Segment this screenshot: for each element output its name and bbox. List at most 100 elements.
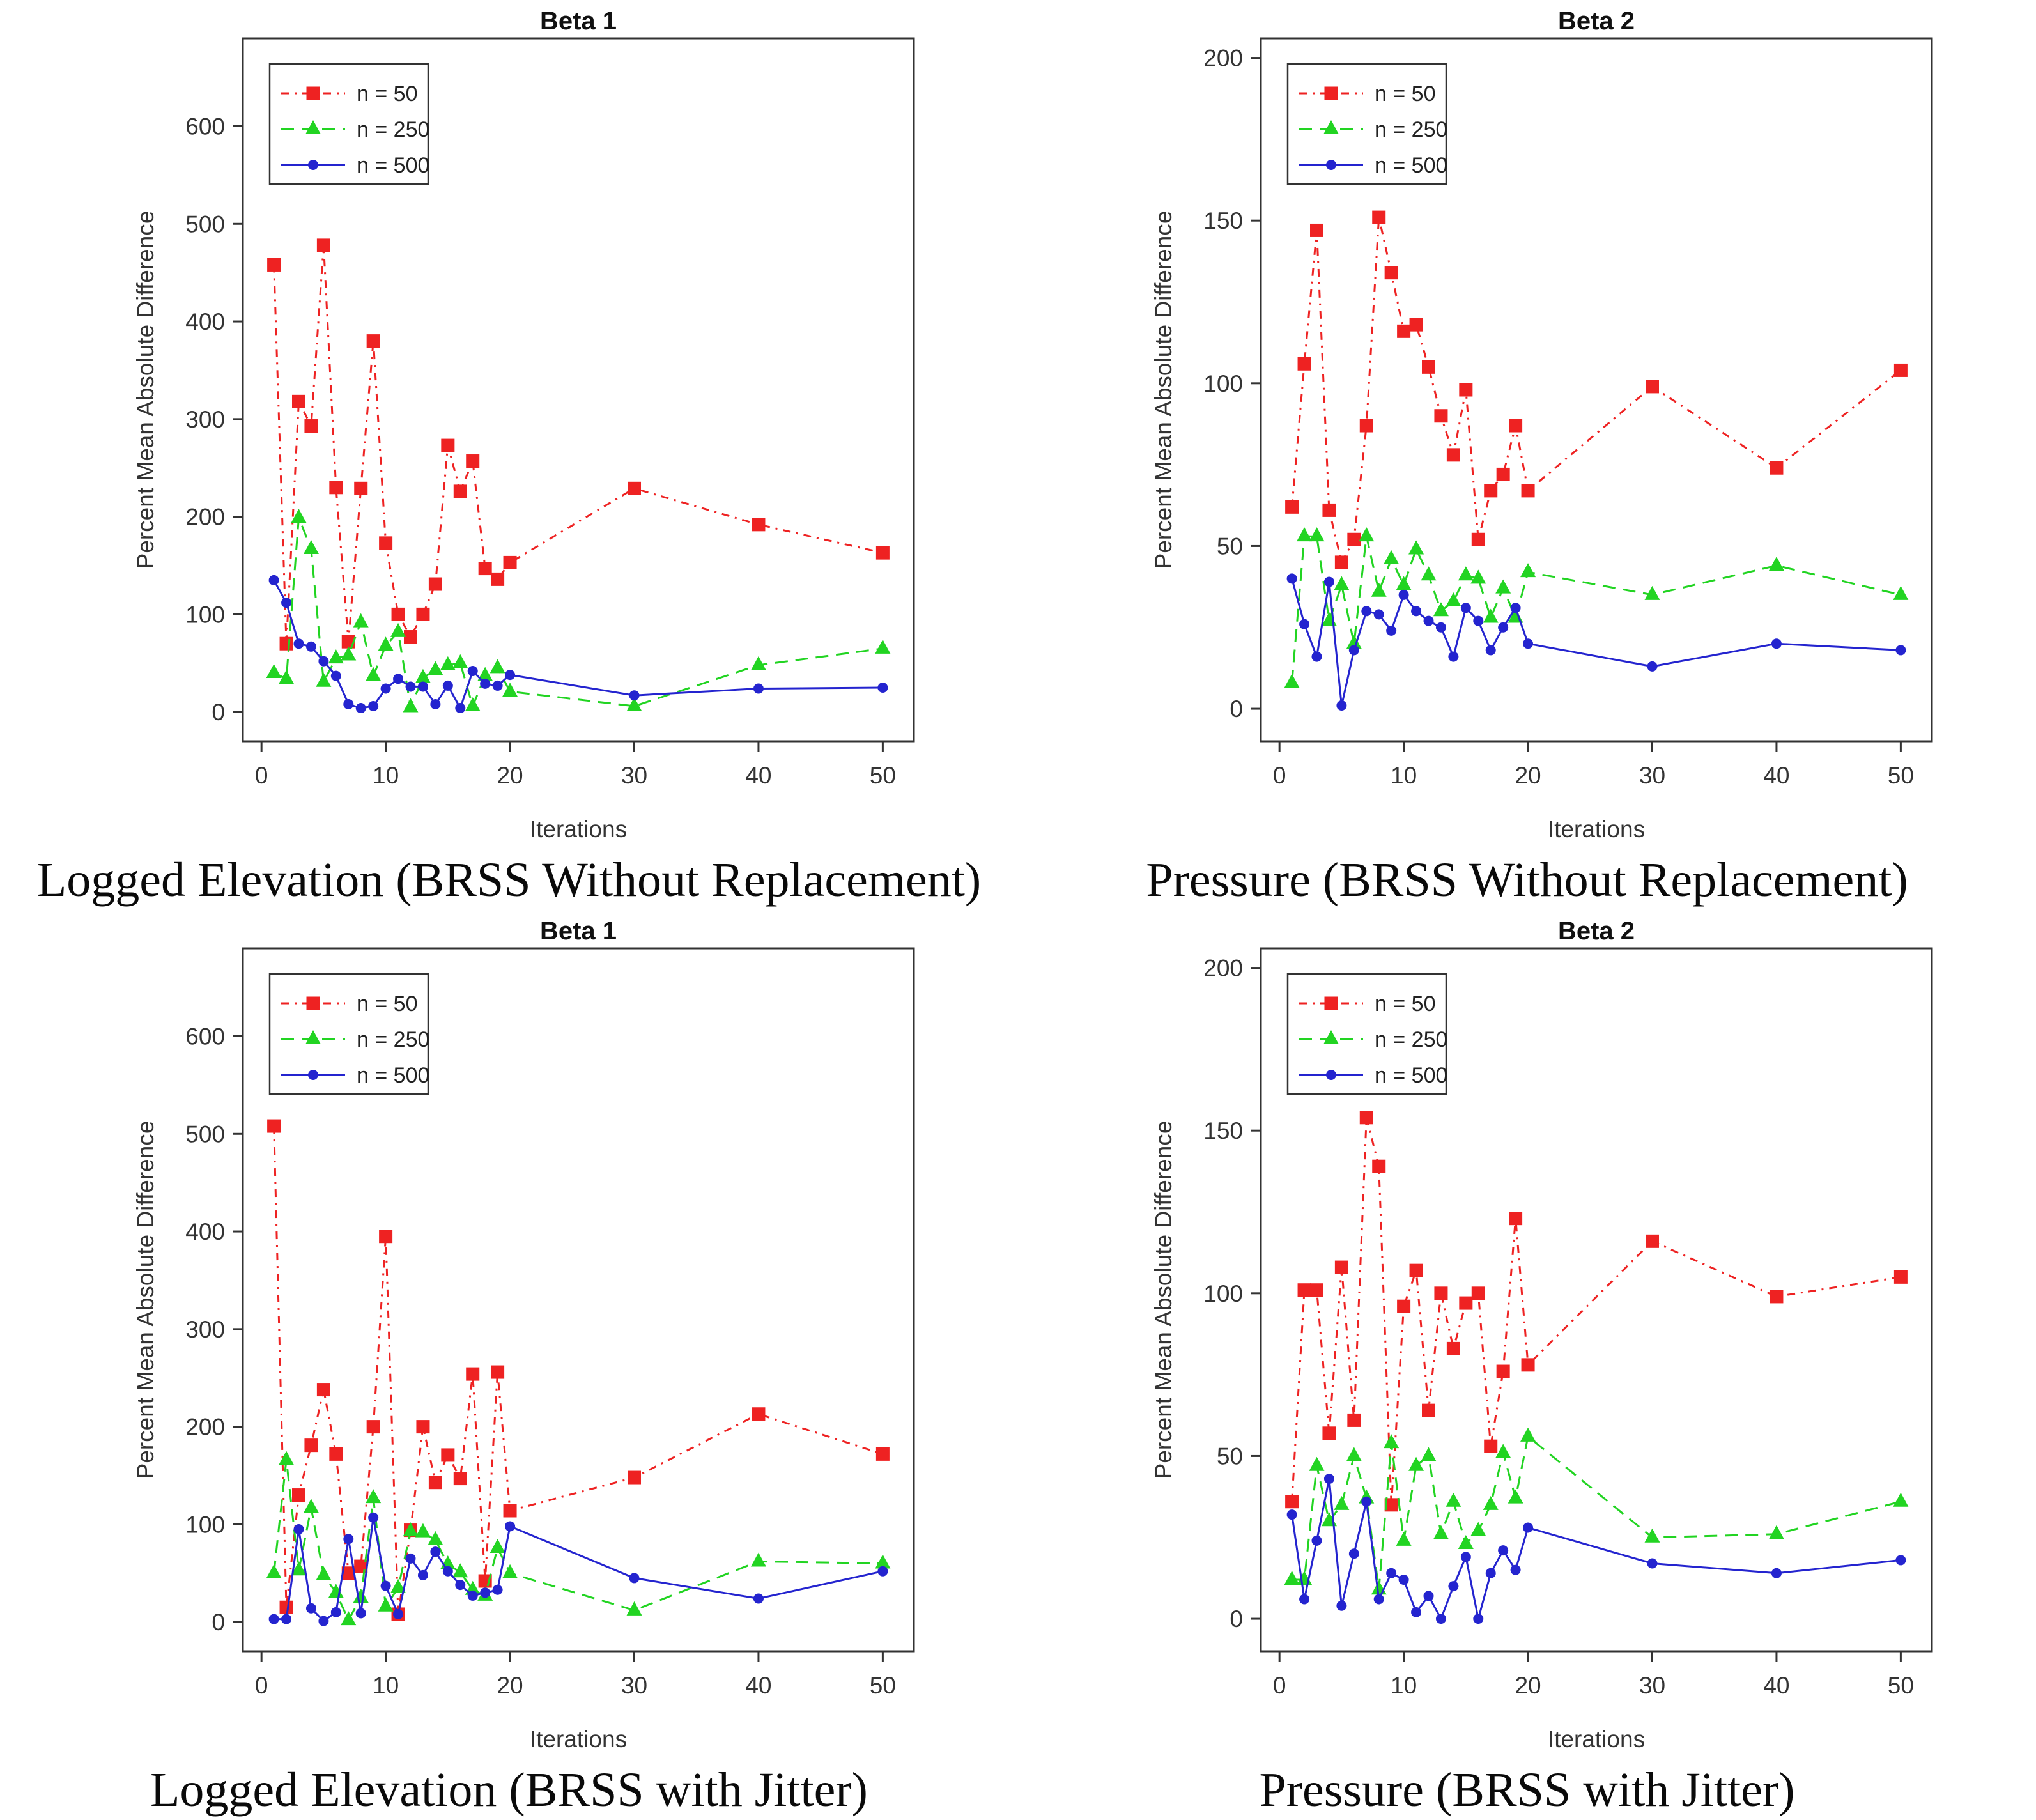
y-tick-label: 600 [185,114,225,140]
series-n500-marker [305,641,316,652]
x-tick-label: 0 [255,1672,268,1699]
series-n50-marker [341,1566,355,1580]
series-n500-marker [281,1614,292,1624]
series-n50-marker [1334,1260,1348,1274]
series-n250-marker [452,1563,468,1578]
y-tick-label: 100 [1203,1281,1243,1307]
series-n250-marker [1371,582,1387,597]
series-n500-marker [355,703,366,714]
series-n250-marker [1446,592,1461,607]
x-tick-label: 20 [1515,1672,1541,1699]
series-n50-line [1291,1117,1901,1505]
series-n250-marker [875,639,891,654]
series-n250-marker [1433,1525,1449,1539]
x-tick-label: 10 [1391,762,1417,789]
series-n500-marker [1411,1607,1422,1617]
series-n500-marker [343,698,354,709]
series-n50-marker [1372,1159,1386,1173]
legend-label-n250: n = 250 [357,1028,429,1052]
y-tick-label: 500 [185,211,225,237]
series-n50-marker [292,1488,305,1502]
series-n500-marker [1299,1594,1310,1605]
series-n250-marker [1346,635,1362,649]
y-tick-label: 200 [1203,45,1243,72]
series-n500-marker [293,1524,304,1535]
series-n50-marker [1347,532,1361,546]
series-n250-marker [291,509,307,523]
legend-label-n50: n = 50 [357,82,417,106]
y-tick-label: 100 [185,601,225,628]
series-n500-marker [467,1590,478,1601]
series-n250-marker [428,1531,443,1545]
series-n50-marker [1297,357,1311,371]
series-n50-marker [1372,210,1386,224]
series-n250-marker [266,1564,282,1578]
x-tick-label: 10 [373,762,399,789]
series-n50-marker [1397,1299,1411,1313]
y-tick-label: 400 [185,1219,225,1245]
series-n500-marker [430,698,441,709]
series-n250-marker [502,1564,518,1578]
series-n500-marker [318,656,329,667]
series-n50-marker [279,1600,293,1614]
series-n50-marker [1446,1341,1460,1355]
series-n50-marker [1434,1286,1448,1300]
series-n250-marker [1520,1427,1536,1442]
legend-marker-n50 [306,86,320,100]
series-n500-marker [355,1608,366,1619]
series-n50-marker [453,1472,467,1486]
y-tick-label: 300 [185,1316,225,1343]
series-n500-marker [318,1616,329,1626]
series-n50-marker [329,1447,343,1461]
series-n250-marker [1458,566,1474,581]
series-n500-marker [268,575,279,585]
series-n50-marker [428,577,442,591]
x-tick-label: 40 [1763,762,1789,789]
series-n250-marker [1421,1447,1437,1461]
plot-box [242,947,915,1653]
series-n500-marker [368,1512,379,1523]
series-n250-marker [403,698,419,713]
y-tick-label: 50 [1217,533,1243,559]
series-n50-marker [1496,1364,1510,1378]
series-n500-marker [281,598,292,608]
series-n250-marker [328,649,344,664]
series-n500-marker [1485,645,1496,656]
series-n500-line [1291,578,1901,706]
y-tick-label: 500 [185,1121,225,1147]
legend-label-n50: n = 50 [1375,992,1435,1016]
series-n250-marker [1508,1489,1523,1504]
series-n250-marker [1334,1495,1350,1510]
chart-panel-pressure-without-replacement: Beta 2 0 10 20 30 40 50 0 50 100 150 200 Iterations P… [1018,0,2036,910]
chart-caption: Pressure (BRSS with Jitter) [1259,1763,1795,1817]
series-n50-marker [292,394,305,408]
series-n500-marker [1299,619,1310,629]
series-n50-marker [1509,1212,1523,1226]
series-n250-marker [440,656,456,670]
x-tick-label: 10 [373,1672,399,1699]
series-n50-marker [875,1447,890,1461]
series-n250-line [1292,1435,1901,1590]
series-n500-marker [1498,1545,1509,1556]
x-tick-label: 30 [621,762,647,789]
x-tick-label: 50 [870,762,896,789]
series-n50-marker [316,238,330,252]
chart-caption: Logged Elevation (BRSS with Jitter) [150,1763,868,1817]
series-n500-marker [442,680,453,691]
series-n50-line [1291,217,1902,566]
series-n50-marker [1646,380,1659,394]
series-n50-marker [441,438,455,452]
series-n250-marker [1470,1522,1486,1536]
legend-label-n500: n = 500 [1375,1063,1447,1088]
series-n500-marker [380,683,391,694]
series-n50-marker [1334,555,1348,569]
series-n50-marker [1893,1270,1908,1284]
series-n250-marker [303,540,319,555]
series-n500-marker [1448,651,1459,662]
series-n50-marker [1384,1498,1398,1512]
series-n50-marker [453,484,467,498]
series-n250-marker [1768,1525,1784,1539]
series-n50-marker [1422,1403,1435,1417]
y-tick-label: 0 [212,699,225,725]
series-n250-marker [291,1561,307,1576]
